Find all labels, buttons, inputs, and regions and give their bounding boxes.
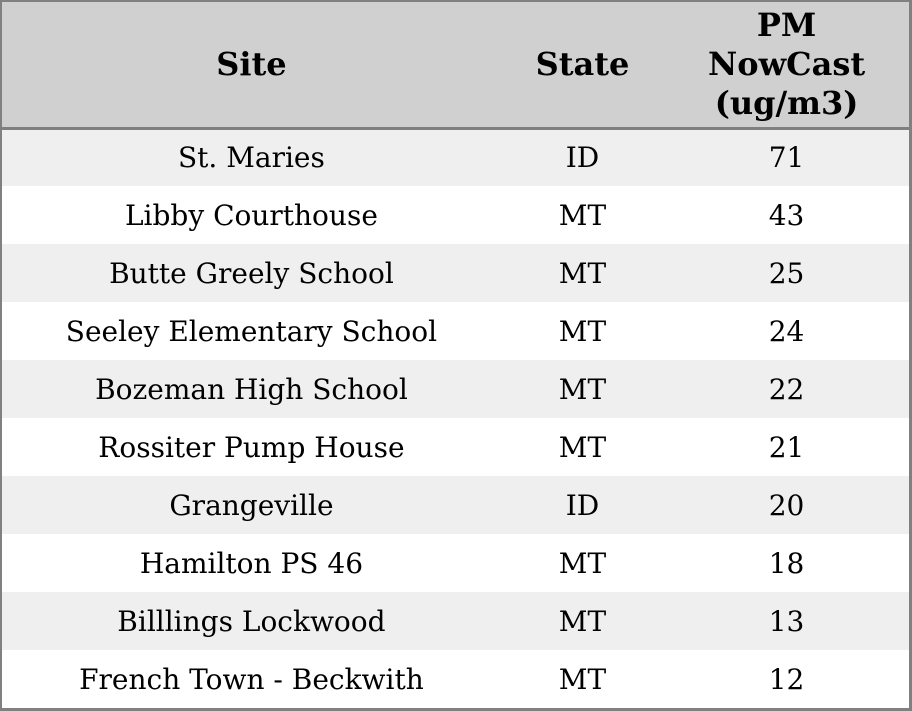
header-row: Site State PM NowCast (ug/m3) [2, 2, 909, 130]
state-cell: MT [558, 372, 607, 406]
state-cell: MT [558, 662, 607, 696]
table-row: St. Maries ID 71 [2, 128, 909, 186]
pm-nowcast-cell: 24 [768, 314, 805, 348]
site-cell: St. Maries [177, 141, 325, 175]
state-cell: MT [558, 430, 607, 464]
pm-nowcast-cell: 43 [768, 198, 805, 232]
pm-nowcast-cell: 21 [768, 430, 805, 464]
site-cell: Seeley Elementary School [65, 314, 438, 348]
table-body: St. Maries ID 71 Libby Courthouse MT 43 … [2, 128, 909, 708]
table-row: Butte Greely School MT 25 [2, 244, 909, 302]
table-row: Bozeman High School MT 22 [2, 360, 909, 418]
table-row: Grangeville ID 20 [2, 476, 909, 534]
state-cell: MT [558, 256, 607, 290]
site-cell: Grangeville [169, 488, 334, 522]
pm-nowcast-cell: 18 [768, 546, 805, 580]
state-cell: ID [565, 488, 600, 522]
column-header-pm-nowcast: PM NowCast (ug/m3) [664, 2, 909, 130]
column-header-state: State [500, 2, 665, 130]
pm-nowcast-cell: 71 [768, 141, 805, 175]
site-cell: Rossiter Pump House [98, 430, 405, 464]
table-row: French Town - Beckwith MT 12 [2, 650, 909, 708]
table-row: Seeley Elementary School MT 24 [2, 302, 909, 360]
site-cell: Hamilton PS 46 [139, 546, 364, 580]
table-row: Rossiter Pump House MT 21 [2, 418, 909, 476]
pm-nowcast-cell: 12 [768, 662, 805, 696]
pm-nowcast-cell: 13 [768, 604, 805, 638]
site-cell: Butte Greely School [109, 256, 394, 290]
column-header-site: Site [2, 2, 501, 130]
state-cell: MT [558, 198, 607, 232]
site-cell: Bozeman High School [95, 372, 408, 406]
table-row: Billlings Lockwood MT 13 [2, 592, 909, 650]
site-cell: French Town - Beckwith [79, 662, 424, 696]
site-cell: Libby Courthouse [124, 198, 378, 232]
table-header: Site State PM NowCast (ug/m3) [2, 2, 909, 130]
pm-nowcast-cell: 22 [768, 372, 805, 406]
state-cell: MT [558, 546, 607, 580]
state-cell: MT [558, 604, 607, 638]
table-row: Hamilton PS 46 MT 18 [2, 534, 909, 592]
pm-nowcast-cell: 25 [768, 256, 805, 290]
state-cell: ID [565, 141, 600, 175]
pm-nowcast-cell: 20 [768, 488, 805, 522]
site-cell: Billlings Lockwood [117, 604, 386, 638]
state-cell: MT [558, 314, 607, 348]
table-row: Libby Courthouse MT 43 [2, 186, 909, 244]
